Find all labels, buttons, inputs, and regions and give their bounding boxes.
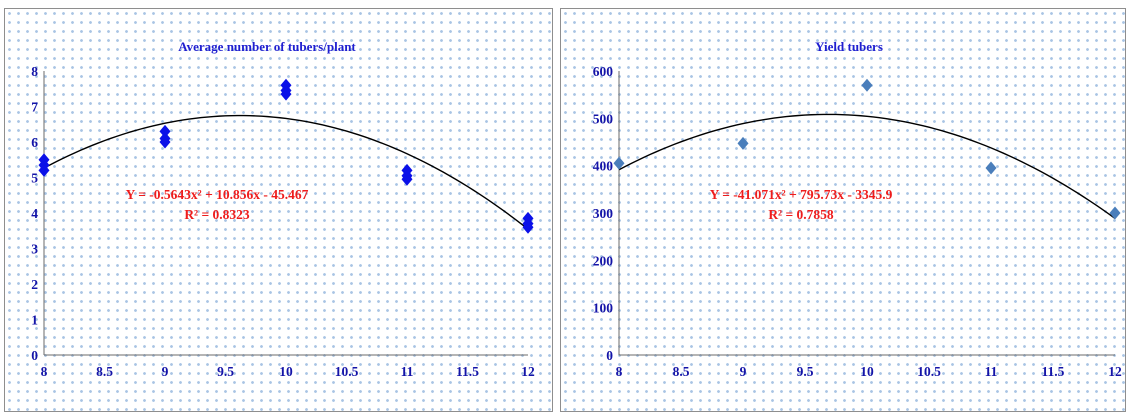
data-point (1109, 206, 1121, 220)
data-point (401, 163, 413, 177)
y-tick-label: 2 (31, 277, 38, 292)
data-point (38, 153, 50, 167)
data-points (38, 78, 534, 234)
trendline (43, 114, 529, 230)
y-tick-label: 500 (593, 111, 614, 126)
y-tick-label: 100 (593, 301, 614, 316)
r-squared-label: R² = 0.8323 (184, 207, 250, 222)
y-tick-label: 3 (31, 242, 38, 257)
trendline-equation: Y = -0.5643x² + 10.856x - 45.467 (126, 187, 309, 202)
data-point (985, 161, 997, 175)
x-tick-label: 11 (401, 364, 414, 379)
x-tick-label: 11.5 (1042, 364, 1065, 379)
y-tick-label: 300 (593, 206, 614, 221)
x-tick-label: 10 (860, 364, 874, 379)
y-tick-label: 1 (31, 313, 38, 328)
x-tick-label: 11 (985, 364, 998, 379)
x-tick-label: 9 (740, 364, 747, 379)
y-tick-label: 6 (31, 135, 38, 150)
y-axis-ticks: 0 100 200 300 400 500 600 (593, 64, 614, 363)
x-tick-label: 12 (521, 364, 535, 379)
data-point (737, 136, 749, 150)
data-point (159, 131, 171, 145)
data-point (522, 211, 534, 225)
y-tick-label: 600 (593, 64, 614, 79)
trendline-equation: Y = -41.071x² + 795.73x - 3345.9 (710, 187, 893, 202)
x-axis-ticks: 8 8.5 9 9.5 10 10.5 11 11.5 12 (41, 364, 535, 379)
x-tick-label: 8 (41, 364, 48, 379)
y-tick-label: 0 (31, 348, 38, 363)
x-tick-label: 10.5 (917, 364, 941, 379)
data-point (613, 156, 625, 170)
x-tick-label: 9 (162, 364, 169, 379)
chart-panel-yield: Yield tubers 0 100 200 300 400 500 600 8 8.5 9 9.… (560, 8, 1126, 412)
y-tick-label: 8 (31, 64, 38, 79)
y-tick-label: 7 (31, 100, 38, 115)
data-point (280, 78, 292, 92)
x-tick-label: 10.5 (335, 364, 359, 379)
chart-title: Yield tubers (815, 39, 883, 54)
x-tick-label: 8.5 (96, 364, 113, 379)
y-tick-label: 4 (31, 206, 38, 221)
x-tick-label: 10 (279, 364, 293, 379)
x-axis-ticks: 8 8.5 9 9.5 10 10.5 11 11.5 12 (616, 364, 1122, 379)
x-tick-label: 9.5 (797, 364, 814, 379)
tubers-chart-svg: Average number of tubers/plant 012345678… (31, 39, 535, 379)
trendline (618, 113, 1116, 219)
x-tick-label: 11.5 (456, 364, 479, 379)
y-tick-label: 200 (593, 253, 614, 268)
x-tick-label: 12 (1108, 364, 1122, 379)
data-point (861, 78, 873, 92)
x-tick-label: 8 (616, 364, 623, 379)
yield-chart-svg: Yield tubers 0 100 200 300 400 500 600 8 8.5 9 9.… (593, 39, 1122, 379)
chart-title: Average number of tubers/plant (178, 39, 356, 54)
y-tick-label: 5 (31, 171, 38, 186)
x-tick-label: 8.5 (673, 364, 690, 379)
data-points (613, 78, 1121, 220)
r-squared-label: R² = 0.7858 (768, 207, 834, 222)
data-point (159, 124, 171, 138)
y-tick-label: 400 (593, 159, 614, 174)
y-tick-label: 0 (606, 348, 613, 363)
y-axis-ticks: 0 1 2 3 4 5 6 7 8 (31, 64, 38, 363)
x-tick-label: 9.5 (217, 364, 234, 379)
